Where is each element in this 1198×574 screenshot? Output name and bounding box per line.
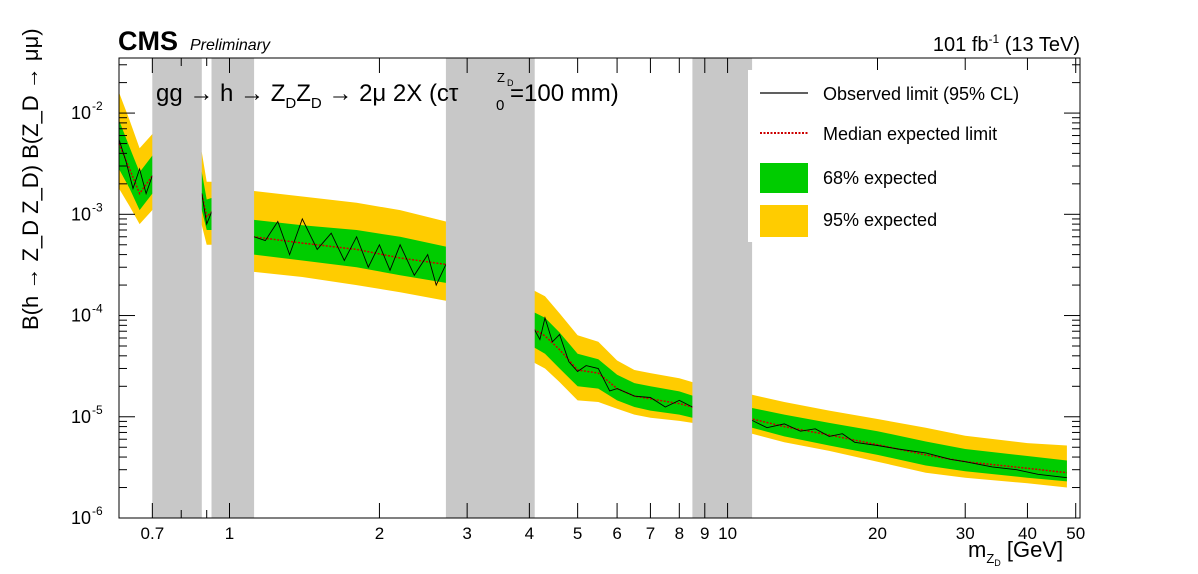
x-tick-label: 0.7 (141, 524, 165, 543)
x-tick-label: 6 (612, 524, 621, 543)
y-tick-label: 10 (71, 306, 91, 326)
y-tick-exponent: -4 (92, 302, 103, 316)
luminosity-label: 101 fb-1 (13 TeV) (933, 32, 1080, 56)
x-tick-label: 10 (718, 524, 737, 543)
y-tick-label: 10 (71, 407, 91, 427)
legend-band68-swatch (760, 163, 808, 193)
legend-observed-label: Observed limit (95% CL) (823, 84, 1019, 104)
x-axis-title: mZD [GeV] (968, 537, 1063, 568)
y-tick-exponent: -2 (92, 99, 103, 113)
status-label: Preliminary (190, 37, 271, 54)
legend-band68-label: 68% expected (823, 168, 937, 188)
x-tick-label: 30 (956, 524, 975, 543)
y-tick-exponent: -3 (92, 200, 103, 214)
y-tick-exponent: -5 (92, 403, 103, 417)
process-label: gg → h → ZDZD → 2μ 2X (cτ (156, 80, 459, 112)
experiment-label: CMS (118, 26, 178, 56)
x-tick-label: 7 (646, 524, 655, 543)
x-tick-label: 9 (700, 524, 709, 543)
vetoed-region-1 (152, 58, 202, 518)
x-tick-label: 3 (462, 524, 471, 543)
vetoed-region-3 (445, 58, 535, 518)
legend-band95-swatch (760, 205, 808, 237)
vetoed-region-4 (692, 58, 753, 518)
x-tick-label: 2 (375, 524, 384, 543)
x-tick-label: 40 (1018, 524, 1037, 543)
vetoed-region-2 (211, 58, 255, 518)
x-tick-label: 20 (868, 524, 887, 543)
y-tick-label: 10 (71, 103, 91, 123)
axes-frame: 0.7 1 2 3 4 5 6 7 8 9 10 20 30 40 5010-210-310-410-510… (71, 57, 1085, 543)
process-lifetime-sup-sub: D (507, 78, 514, 88)
process-lifetime-sub: 0 (496, 97, 504, 114)
process-tail: =100 mm) (510, 80, 619, 107)
legend-expected-label: Median expected limit (823, 124, 997, 144)
x-tick-label: 50 (1066, 524, 1085, 543)
y-tick-label: 10 (71, 508, 91, 528)
y-tick-label: 10 (71, 204, 91, 224)
x-tick-label: 4 (525, 524, 534, 543)
y-tick-exponent: -6 (92, 504, 103, 518)
process-lifetime-sup: Z (497, 70, 505, 85)
data-layer (118, 58, 1067, 518)
x-tick-label: 5 (573, 524, 582, 543)
y-axis-title: B(h → Z_D Z_D) B(Z_D → μμ) (18, 28, 43, 330)
plot-frame (118, 57, 1081, 519)
x-tick-label: 8 (675, 524, 684, 543)
legend-band95-label: 95% expected (823, 210, 937, 230)
band-95-expected (119, 92, 1067, 488)
x-tick-label: 1 (225, 524, 234, 543)
